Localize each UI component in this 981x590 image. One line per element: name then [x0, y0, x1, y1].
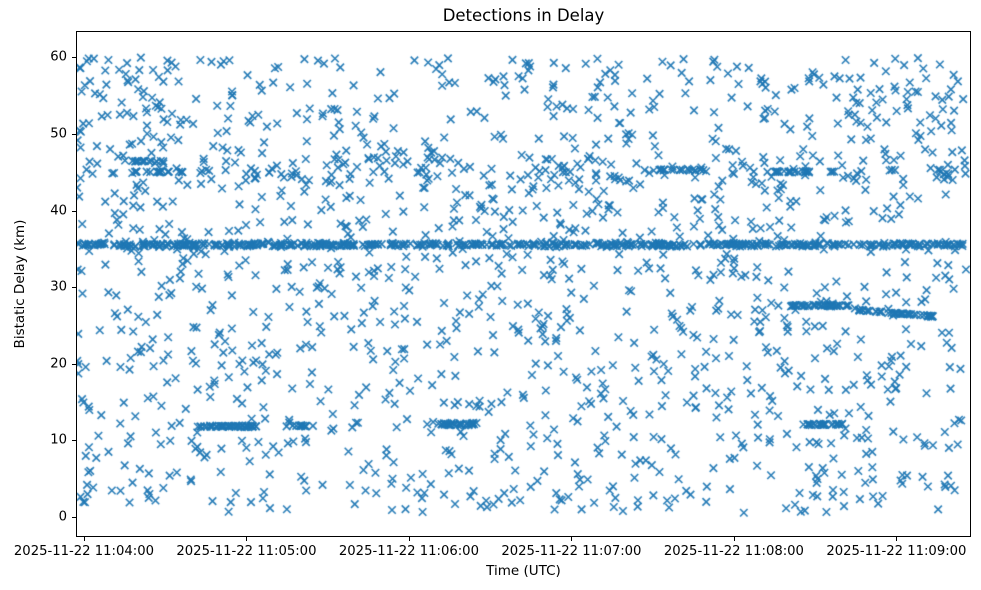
y-tick-mark	[72, 517, 76, 518]
y-tick-mark	[72, 210, 76, 212]
y-tick-mark	[72, 133, 76, 135]
y-tick-mark	[72, 440, 76, 442]
x-tick-label: 2025-11-22 11:04:00	[13, 544, 154, 559]
x-tick-label: 2025-11-22 11:06:00	[338, 544, 479, 559]
chart-title: Detections in Delay	[442, 6, 605, 25]
y-tick-label: 50	[50, 126, 67, 142]
x-tick-mark	[246, 537, 248, 541]
y-tick-mark	[72, 57, 76, 59]
x-axis-label: Time (UTC)	[486, 563, 561, 579]
x-tick-mark	[408, 537, 410, 541]
x-tick-label: 2025-11-22 11:09:00	[826, 544, 967, 559]
y-tick-mark	[72, 363, 76, 365]
x-tick-mark	[733, 537, 735, 541]
y-tick-label: 30	[50, 279, 67, 295]
y-tick-label: 60	[50, 49, 67, 65]
x-tick-mark	[571, 537, 573, 541]
y-axis-label: Bistatic Delay (km)	[12, 219, 28, 349]
plot-axes-frame	[76, 31, 971, 537]
x-tick-label: 2025-11-22 11:05:00	[176, 544, 317, 559]
y-tick-mark	[72, 287, 76, 289]
y-tick-label: 0	[58, 509, 67, 525]
y-tick-label: 10	[50, 432, 67, 448]
x-tick-label: 2025-11-22 11:07:00	[501, 544, 642, 559]
x-tick-mark	[83, 537, 85, 541]
x-tick-mark	[896, 537, 898, 541]
x-tick-label: 2025-11-22 11:08:00	[663, 544, 804, 559]
scatter-plot-canvas	[76, 31, 971, 537]
y-tick-label: 20	[50, 356, 67, 372]
y-tick-label: 40	[50, 203, 67, 219]
